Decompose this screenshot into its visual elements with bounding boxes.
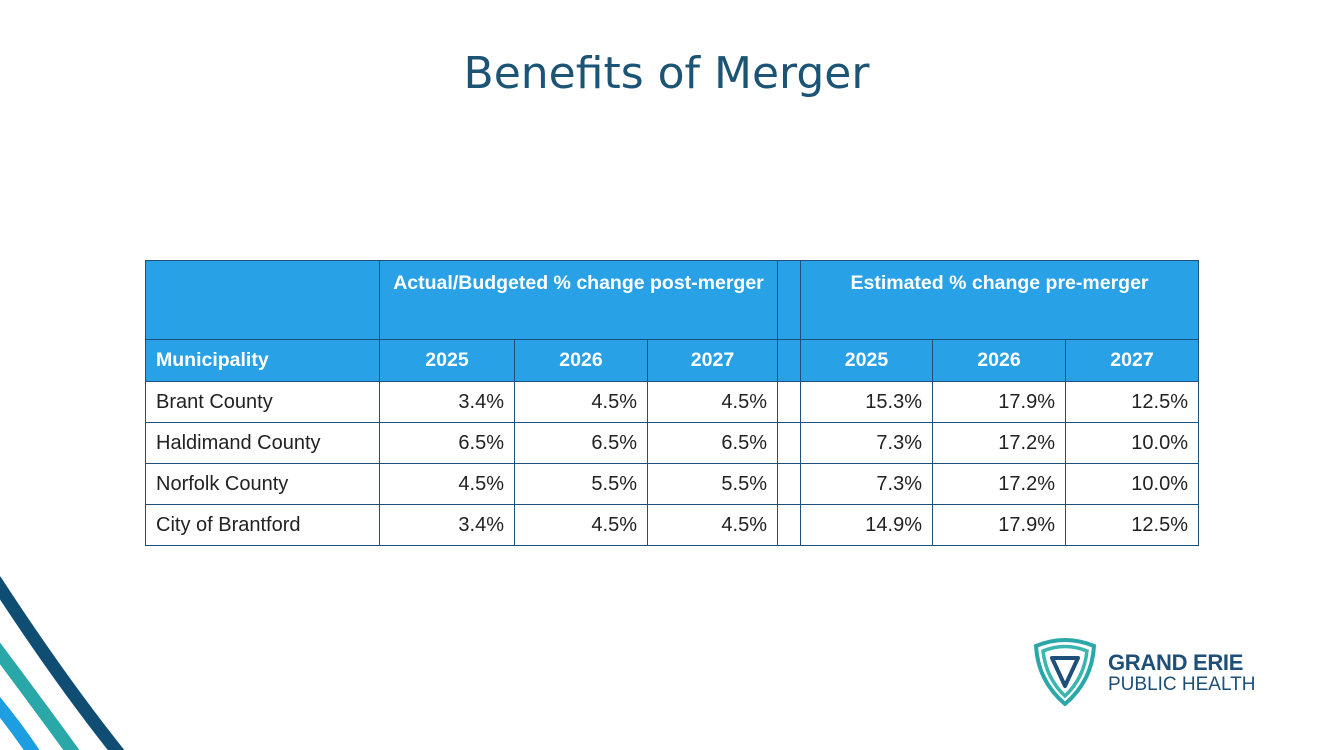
pre-merger-value-cell: 12.5%: [1065, 381, 1199, 423]
municipality-cell: City of Brantford: [145, 504, 380, 546]
col-header-municipality: Municipality: [145, 339, 380, 382]
post-merger-value-cell: 6.5%: [379, 422, 515, 464]
table-row: Brant County 3.4% 4.5% 4.5% 15.3% 17.9% 12.5%: [145, 381, 1199, 423]
merger-table: Actual/Budgeted % change post-merger Est…: [145, 260, 1199, 546]
post-merger-value-cell: 4.5%: [514, 381, 648, 423]
pre-merger-value-cell: 7.3%: [800, 463, 933, 505]
municipality-cell: Norfolk County: [145, 463, 380, 505]
pre-merger-value-cell: 17.9%: [932, 504, 1066, 546]
col-header-post-2025: 2025: [379, 339, 515, 382]
post-merger-value-cell: 3.4%: [379, 504, 515, 546]
column-header-row: Municipality 2025 2026 2027 2025 2026 20…: [145, 339, 1199, 382]
municipality-cell: Haldimand County: [145, 422, 380, 464]
pre-merger-value-cell: 17.2%: [932, 422, 1066, 464]
pre-merger-value-cell: 17.9%: [932, 381, 1066, 423]
post-merger-value-cell: 6.5%: [647, 422, 778, 464]
pre-merger-value-cell: 12.5%: [1065, 504, 1199, 546]
corner-arcs-decoration: [0, 576, 125, 750]
pre-merger-value-cell: 14.9%: [800, 504, 933, 546]
post-merger-group-header: Actual/Budgeted % change post-merger: [379, 260, 778, 340]
post-merger-value-cell: 4.5%: [647, 381, 778, 423]
pre-merger-value-cell: 17.2%: [932, 463, 1066, 505]
pre-merger-value-cell: 7.3%: [800, 422, 933, 464]
pre-merger-group-header: Estimated % change pre-merger: [800, 260, 1199, 340]
logo-text-line1: GRAND ERIE: [1108, 650, 1244, 675]
empty-header-cell: [145, 260, 380, 340]
spacer-cell: [777, 463, 801, 505]
post-merger-value-cell: 4.5%: [379, 463, 515, 505]
pre-merger-value-cell: 10.0%: [1065, 422, 1199, 464]
municipality-cell: Brant County: [145, 381, 380, 423]
pre-merger-value-cell: 15.3%: [800, 381, 933, 423]
slide-title: Benefits of Merger: [463, 48, 870, 99]
grand-erie-shield-logo-icon: [1033, 638, 1097, 706]
post-merger-value-cell: 4.5%: [514, 504, 648, 546]
col-header-pre-2027: 2027: [1065, 339, 1199, 382]
col-header-post-2026: 2026: [514, 339, 648, 382]
post-merger-value-cell: 5.5%: [647, 463, 778, 505]
table-row: City of Brantford 3.4% 4.5% 4.5% 14.9% 17.9% 1…: [145, 504, 1199, 546]
col-header-pre-2026: 2026: [932, 339, 1066, 382]
pre-merger-value-cell: 10.0%: [1065, 463, 1199, 505]
post-merger-value-cell: 4.5%: [647, 504, 778, 546]
group-header-row: Actual/Budgeted % change post-merger Est…: [145, 260, 1199, 340]
col-header-pre-2025: 2025: [800, 339, 933, 382]
table-row: Haldimand County 6.5% 6.5% 6.5% 7.3% 17.2% 10.…: [145, 422, 1199, 464]
post-merger-value-cell: 5.5%: [514, 463, 648, 505]
col-header-post-2027: 2027: [647, 339, 778, 382]
table-row: Norfolk County 4.5% 5.5% 5.5% 7.3% 17.2% 10.0%: [145, 463, 1199, 505]
spacer-cell: [777, 422, 801, 464]
spacer-cell: [777, 339, 801, 382]
logo-text-line2: PUBLIC HEALTH: [1108, 674, 1256, 695]
post-merger-value-cell: 3.4%: [379, 381, 515, 423]
spacer-cell: [777, 381, 801, 423]
spacer-cell: [777, 504, 801, 546]
spacer-cell: [777, 260, 801, 340]
post-merger-value-cell: 6.5%: [514, 422, 648, 464]
